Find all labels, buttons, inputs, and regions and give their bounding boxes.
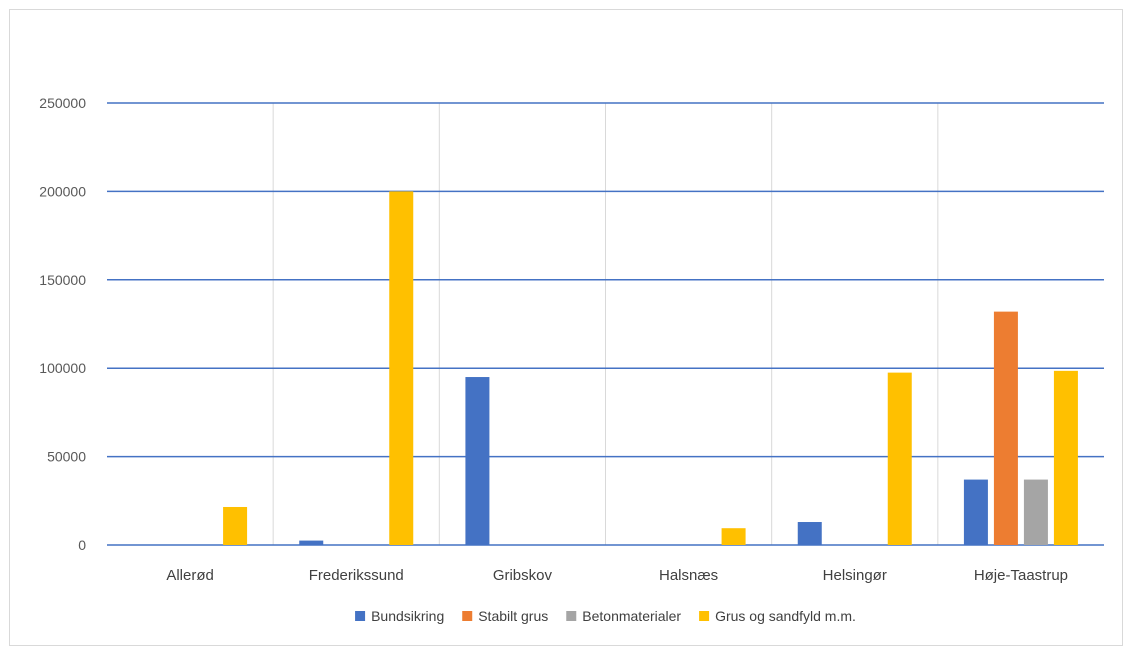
legend-label-stabilt-grus: Stabilt grus [478, 608, 548, 624]
gridlines [107, 102, 1104, 546]
x-tick-label: Allerød [166, 567, 214, 584]
bar-stabilt-grus-høje-taastrup [993, 311, 1018, 545]
bar-grus-og-sandfyld-m-m-helsingør [887, 372, 912, 545]
bars [223, 191, 1078, 545]
legend-swatch-stabilt-grus [462, 611, 473, 621]
bar-grus-og-sandfyld-m-m-frederikssund [389, 191, 414, 545]
x-tick-label: Frederikssund [309, 567, 404, 584]
legend-swatch-bundsikring [355, 611, 366, 621]
x-tick-label: Halsnæs [659, 567, 718, 584]
y-tick-label: 150000 [39, 272, 86, 288]
legend-swatch-grus-og-sandfyld-m-m [699, 611, 710, 621]
legend-label-bundsikring: Bundsikring [371, 608, 444, 624]
y-tick-label: 50000 [47, 449, 86, 465]
legend-label-grus-og-sandfyld-m-m: Grus og sandfyld m.m. [715, 608, 856, 624]
legend: Bundsikring Stabilt grus Betonmaterialer Gr… [355, 608, 856, 624]
bar-bundsikring-gribskov [465, 377, 490, 545]
x-tick-label: Helsingør [823, 567, 887, 584]
legend-swatch-betonmaterialer [566, 611, 577, 621]
bar-grus-og-sandfyld-m-m-halsnæs [721, 528, 746, 545]
y-tick-label: 100000 [39, 360, 86, 376]
bar-bundsikring-høje-taastrup [963, 479, 988, 545]
axes: 0 50000 100000 150000 200000 250000 Allerød Fre… [39, 95, 1068, 584]
legend-label-betonmaterialer: Betonmaterialer [582, 608, 681, 624]
bar-bundsikring-helsingør [797, 522, 822, 545]
bar-grus-og-sandfyld-m-m-høje-taastrup [1053, 370, 1078, 545]
y-tick-label: 200000 [39, 183, 86, 199]
y-tick-label: 250000 [39, 95, 86, 111]
x-tick-label: Gribskov [493, 567, 553, 584]
bar-bundsikring-frederikssund [299, 540, 324, 545]
y-tick-label: 0 [78, 537, 86, 553]
bar-grus-og-sandfyld-m-m-allerød [223, 506, 248, 545]
bar-betonmaterialer-høje-taastrup [1023, 479, 1048, 545]
x-tick-label: Høje-Taastrup [974, 567, 1068, 584]
